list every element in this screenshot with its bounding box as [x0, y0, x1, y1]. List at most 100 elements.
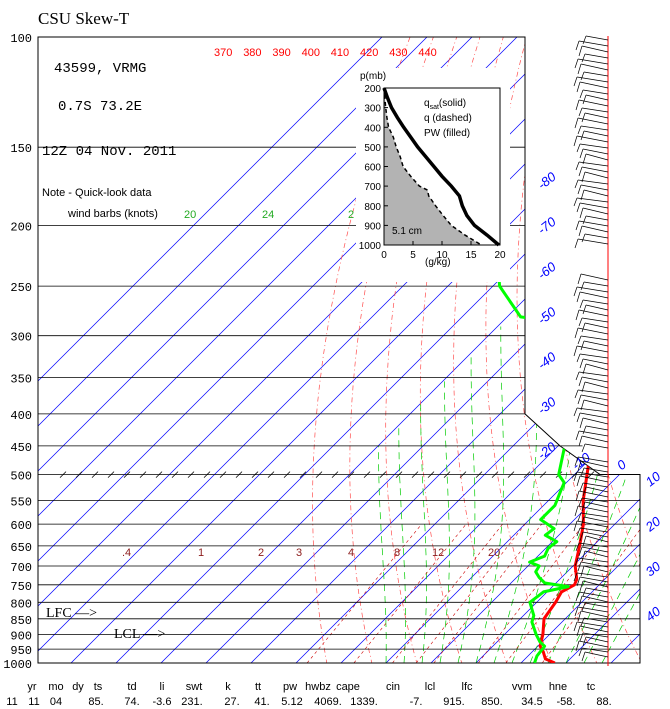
isotherm-label: 10: [643, 468, 664, 489]
wind-barb-icon: [581, 550, 609, 562]
wind-barb-icon: [580, 516, 609, 527]
inset-x-tick-label: 10: [436, 250, 448, 261]
wind-barb-icon: [581, 381, 609, 393]
wind-barb-icon: [576, 353, 609, 363]
wind-barb-icon: [577, 63, 609, 75]
theta-e-label: 440: [418, 47, 436, 59]
sounding-time: 12Z 04 Nov. 2011: [42, 144, 176, 160]
index-label: td: [127, 681, 136, 693]
wind-barb-icon: [577, 125, 609, 135]
wind-barb-icon: [581, 233, 609, 243]
index-label: li: [160, 681, 165, 693]
wind-barb-icon: [576, 202, 609, 213]
dry-adiabat-line: [419, 37, 481, 663]
wind-barb-icon: [582, 153, 609, 165]
moist-adiabat-label: 20: [184, 209, 196, 221]
mixing-ratio-label: 20: [488, 547, 500, 559]
wind-barb-icon: [578, 166, 609, 177]
index-label: yr: [27, 681, 37, 693]
wind-barb-icon: [573, 135, 609, 147]
wind-barb-icon: [573, 345, 609, 357]
wind-barb-icon: [577, 561, 609, 572]
wind-barb-icon: [577, 335, 609, 345]
moist-adiabat-line: [475, 326, 505, 663]
wind-barb-icon: [582, 535, 609, 547]
hatch-mark: [75, 471, 83, 478]
wind-barb-icon: [578, 497, 609, 507]
hatch-mark: [107, 471, 115, 478]
mixing-ratio-line: [306, 523, 422, 663]
inset-y-tick-label: 600: [364, 163, 381, 174]
hatch-mark: [443, 471, 451, 478]
index-value: 915.: [443, 696, 464, 708]
wind-barb-icon: [577, 394, 609, 405]
wind-barb-icon: [581, 501, 609, 512]
index-value: 27.: [224, 696, 239, 708]
wind-barb-icon: [576, 291, 609, 303]
isotherm-label: -30: [535, 394, 560, 418]
pw-filled-area: [384, 88, 482, 245]
hatch-mark: [459, 471, 467, 478]
index-label: ts: [94, 681, 103, 693]
wind-barb-icon: [573, 76, 609, 87]
pressure-tick-label: 600: [10, 519, 32, 533]
wind-barb-icon: [581, 322, 609, 333]
hatch-mark: [475, 471, 483, 478]
inset-ylabel: p(mb): [360, 71, 386, 82]
pressure-tick-label: 250: [10, 281, 32, 295]
wind-barb-icon: [578, 647, 609, 657]
index-value: -58.: [557, 696, 576, 708]
inset-y-tick-label: 900: [364, 221, 381, 232]
chart-title: CSU Skew-T: [38, 9, 130, 28]
wind-barb-icon: [578, 225, 609, 237]
wind-barb-icon: [575, 591, 609, 602]
inset-x-tick-label: 15: [465, 250, 477, 261]
wind-barb-icon: [579, 89, 609, 99]
wind-barb-icon: [581, 443, 609, 453]
wind-barb-icon: [574, 179, 609, 189]
moist-adiabat-line: [439, 381, 450, 663]
q-dashed-line: [383, 87, 482, 246]
mixing-ratio-label: 12: [432, 547, 444, 559]
inset-y-tick-label: 1000: [359, 241, 382, 252]
isotherm-label: -80: [535, 169, 560, 193]
hatch-mark: [491, 471, 499, 478]
wind-barb-icon: [581, 171, 609, 183]
isotherm-label: 0: [614, 456, 630, 473]
pressure-tick-label: 650: [10, 541, 32, 555]
wind-barb-icon: [577, 184, 609, 195]
index-value: 74.: [124, 696, 139, 708]
wind-barb-icon: [580, 189, 609, 201]
wind-barb-icon: [582, 636, 609, 647]
index-value: 850.: [481, 696, 502, 708]
isotherm-line: [205, 37, 640, 663]
wind-barb-icon: [579, 632, 609, 642]
pressure-axis-labels: 100 150 200 250 300 350 400 450 500 550 600 650 700 7…: [3, 32, 32, 672]
wind-barb-icon: [582, 425, 609, 435]
hatch-mark: [299, 471, 307, 478]
wind-barb-icon: [579, 207, 609, 219]
hatch-mark: [171, 471, 179, 478]
isotherm-line: [385, 37, 640, 663]
wind-barb-icon: [573, 621, 609, 632]
dry-adiabat-line: [632, 37, 640, 663]
dry-adiabat-line: [659, 37, 670, 676]
wind-barb-icon: [578, 546, 609, 557]
index-value: 231.: [181, 696, 202, 708]
dry-adiabat-line: [485, 37, 558, 663]
wind-barb-icon: [580, 617, 609, 627]
wind-barb-icon: [578, 107, 609, 117]
index-label: tc: [587, 681, 596, 693]
isotherm-label: -60: [535, 259, 560, 283]
wind-barb-icon: [574, 238, 609, 249]
wind-barb-icon: [581, 53, 609, 63]
wind-barb-icon: [576, 81, 609, 93]
isotherm-label: -40: [535, 349, 560, 373]
hatch-mark: [203, 471, 211, 478]
pressure-tick-label: 150: [10, 142, 32, 156]
wind-barb-icon: [573, 407, 609, 417]
index-label: lfc: [462, 681, 474, 693]
mixing-ratio-line: [478, 523, 584, 663]
wind-barb-icon: [575, 309, 609, 321]
